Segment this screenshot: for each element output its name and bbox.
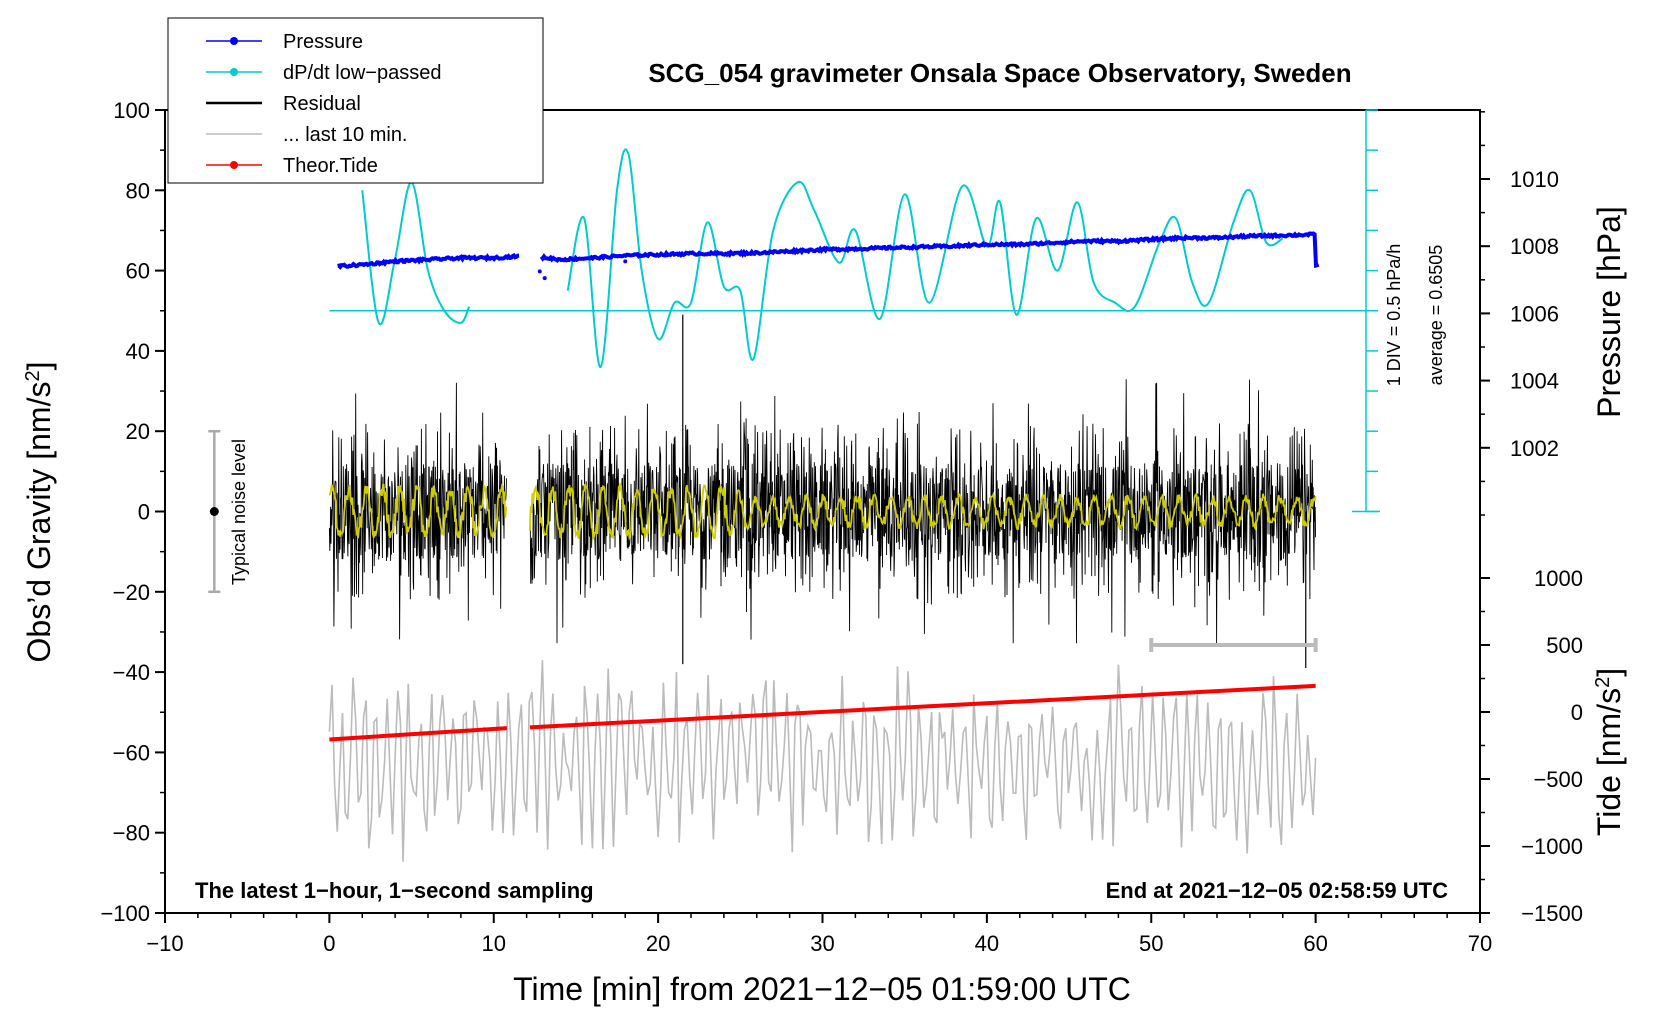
pressure-outlier xyxy=(623,259,628,264)
y-tick-label: 20 xyxy=(126,419,150,444)
legend-label: ... last 10 min. xyxy=(283,124,408,146)
x-tick-label: 60 xyxy=(1303,931,1327,956)
x-tick-label: 70 xyxy=(1468,931,1492,956)
chart-title: SCG_054 gravimeter Onsala Space Observat… xyxy=(648,58,1351,88)
dpdt-scale-label: 1 DIV = 0.5 hPa/h xyxy=(1384,244,1404,387)
y-tick-label: −60 xyxy=(113,740,150,765)
x-tick-label: −10 xyxy=(146,931,183,956)
pressure-tick-label: 1006 xyxy=(1510,301,1559,326)
series-residual-line xyxy=(529,379,1317,644)
series-dpdt-line xyxy=(361,181,471,326)
tide-tick-label: 0 xyxy=(1571,700,1583,725)
pressure-tick-label: 1002 xyxy=(1510,436,1559,461)
x-tick-label: 50 xyxy=(1139,931,1163,956)
tide-tick-label: 500 xyxy=(1546,633,1583,658)
pressure-tick-label: 1010 xyxy=(1510,167,1559,192)
tide-tick-label: 1000 xyxy=(1534,566,1583,591)
pressure-tick-label: 1004 xyxy=(1510,369,1559,394)
x-tick-label: 10 xyxy=(482,931,506,956)
y-tick-label: 0 xyxy=(138,500,150,525)
y-tick-label: 40 xyxy=(126,339,150,364)
pressure-outlier xyxy=(542,276,547,281)
legend-label: dP/dt low−passed xyxy=(283,62,441,84)
series-dpdt-line xyxy=(566,148,1284,369)
x-tick-label: 20 xyxy=(646,931,670,956)
x-axis-label: Time [min] from 2021−12−05 01:59:00 UTC xyxy=(513,971,1131,1007)
y-tick-label: −40 xyxy=(113,660,150,685)
series-pressure-line xyxy=(337,252,520,270)
y-tick-label: 60 xyxy=(126,259,150,284)
tide-tick-label: −500 xyxy=(1533,767,1583,792)
y-tick-label: −80 xyxy=(113,821,150,846)
y-tick-label: −20 xyxy=(113,580,150,605)
x-tick-label: 30 xyxy=(810,931,834,956)
y-axis-label-pressure: Pressure [hPa] xyxy=(1591,206,1627,418)
series-residual-lowpass-line xyxy=(328,483,507,539)
dpdt-average-label: average = 0.6505 xyxy=(1426,245,1446,386)
tide-tick-label: −1000 xyxy=(1521,834,1583,859)
y-tick-label: −100 xyxy=(100,901,150,926)
legend-label: Residual xyxy=(283,93,361,115)
y-axis-label-left: Obs’d Gravity [nm/s2] xyxy=(21,362,57,663)
annotation-layer xyxy=(208,429,1318,652)
legend-box xyxy=(167,17,544,184)
noise-level-label: Typical noise level xyxy=(229,439,249,585)
legend-marker xyxy=(230,161,238,169)
series-layer xyxy=(328,109,1380,862)
pressure-tick-label: 1008 xyxy=(1510,234,1559,259)
x-tick-label: 0 xyxy=(323,931,335,956)
series-residual-lowpass-line xyxy=(529,481,1317,541)
x-tick-label: 40 xyxy=(975,931,999,956)
series-pressure-line xyxy=(539,231,1320,269)
axes-layer: −10 0 10 20 30 40 50 60 70100806040200−20−40−60−… xyxy=(100,98,1583,956)
tide-tick-label: −1500 xyxy=(1521,901,1583,926)
legend-marker xyxy=(230,68,238,76)
sampling-note: The latest 1−hour, 1−second sampling xyxy=(195,878,594,903)
legend-marker xyxy=(230,37,238,45)
y-axis-label-tide: Tide [nm/s2] xyxy=(1591,668,1627,836)
end-time-note: End at 2021−12−05 02:58:59 UTC xyxy=(1106,878,1449,903)
series-last-10-min-line xyxy=(328,660,1317,862)
noise-bar-center xyxy=(209,507,219,516)
series-tide-line xyxy=(529,683,1316,730)
pressure-outlier xyxy=(537,269,542,274)
legend-label: Theor.Tide xyxy=(283,155,378,177)
y-tick-label: 100 xyxy=(113,98,150,123)
legend-label: Pressure xyxy=(283,31,363,53)
series-tide-line xyxy=(329,726,508,742)
legend: Pressure dP/dt low−passed Residual ... last… xyxy=(167,17,544,184)
y-tick-label: 80 xyxy=(126,178,150,203)
